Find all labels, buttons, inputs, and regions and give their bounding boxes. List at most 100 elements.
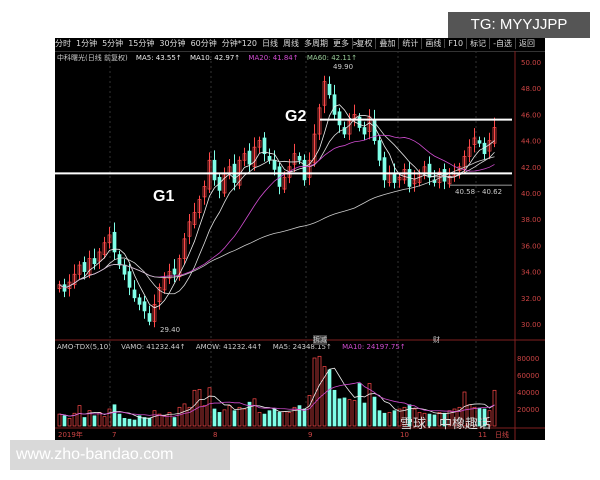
candle-body [147,313,152,322]
price-tick: 46.00 [521,111,541,119]
candle-body [167,271,172,279]
volume-bar [302,408,307,427]
candle-body [347,120,352,135]
candle-body [492,127,497,144]
price-tick: 30.00 [521,321,541,329]
price-info: 中科曙光(日线 前复权) MA5: 43.55↑ MA10: 42.97↑ MA… [57,53,363,63]
volume-bar [97,412,102,427]
volume-bar [317,355,322,427]
volume-bar [462,391,467,427]
candle-body [97,251,102,262]
price-tick: 36.00 [521,242,541,250]
candle-body [412,179,417,185]
toolbar-right-7[interactable]: 返回 [515,38,538,49]
candle-body [187,221,192,237]
volume-bar [297,405,302,427]
volume-bar [252,398,257,427]
volume-bar [367,383,372,427]
candle-body [392,173,397,183]
volume-bar [167,412,172,427]
candle-body [467,146,472,157]
toolbar-right-1[interactable]: 叠加 [375,38,398,49]
toolbar-right-0[interactable]: 复权 [352,38,375,49]
toolbar-left-8[interactable]: 周线 [283,39,300,48]
toolbar-left-2[interactable]: 5分钟 [102,39,124,48]
toolbar-left-5[interactable]: 60分钟 [190,39,217,48]
volume-bar [262,413,267,427]
candle-body [112,231,117,253]
candle-body [102,242,107,255]
candle-body [377,140,382,161]
volume-bar [277,412,282,427]
price-tick: 34.00 [521,269,541,277]
candle-body [142,301,147,312]
vol-ma5-label: MA5: 24348.15↑ [272,343,332,351]
candle-body [77,264,82,275]
volume-bar [412,408,417,427]
volume-bar [62,415,67,427]
volume-bar [147,418,152,427]
volume-bar [132,419,137,427]
volume-bar [187,406,192,427]
volume-bar [457,406,462,427]
candle-body [357,116,362,128]
g1-label: G1 [153,188,175,205]
volume-info: AMO-TDX(5,10) VAMO: 41232.44↑ AMOW: 4123… [57,343,414,351]
candle-body [337,111,342,126]
volume-bar [152,410,157,427]
candle-body [107,234,112,244]
volume-bar [267,410,272,427]
time-tick: 8 [213,431,217,439]
toolbar-right-5[interactable]: 标记 [466,38,489,49]
candle-body [137,297,142,305]
candle-body [182,238,187,259]
high-annotation: 49.90 [333,63,354,71]
toolbar-right-2[interactable]: 统计 [398,38,421,49]
ma60-label: MA60: 42.11↑ [306,54,358,62]
volume-tick: 20000 [517,406,539,414]
candle-body [202,186,207,198]
candle-body [297,155,302,161]
volume-bar [287,412,292,427]
toolbar-right-6[interactable]: -自选 [489,38,515,49]
toolbar-left-9[interactable]: 多周期 [304,39,329,48]
volume-bar [137,415,142,427]
candle-body [312,133,317,164]
volume-bar [447,410,452,427]
toolbar-left-6[interactable]: 分钟*120 [221,39,258,48]
toolbar-left-1[interactable]: 1分钟 [76,39,98,48]
toolbar-right-4[interactable]: F10 [444,39,466,48]
toolbar-left-3[interactable]: 15分钟 [128,39,155,48]
volume-bar [487,410,492,427]
candle-body [152,304,157,322]
candle-body [472,137,477,145]
toolbar-left-4[interactable]: 30分钟 [159,39,186,48]
ma5-label: MA5: 43.55↑ [135,54,182,62]
volume-bar [127,418,132,427]
volume-bar [492,389,497,427]
volume-bar [362,402,367,427]
candle-body [477,140,482,144]
volume-bar [312,357,317,427]
ma20-label: MA20: 41.84↑ [248,54,299,62]
volume-bar [452,408,457,427]
volume-bar [82,417,87,427]
xueqiu-watermark: 雪球：中橡趣话 [400,417,492,432]
vol-indicator-name: AMO-TDX(5,10) [57,343,111,351]
toolbar-left-0[interactable]: 分时 [55,39,71,48]
candle-body [307,159,312,178]
price-tick: 44.00 [521,138,541,146]
volume-bar [92,415,97,427]
candle-body [207,159,212,190]
volume-bar [202,405,207,427]
toolbar-left-10[interactable]: 更多 > [333,39,359,48]
price-tick: 48.00 [521,85,541,93]
candle-body [212,159,217,181]
candle-body [402,169,407,181]
ma5-line [59,104,495,309]
toolbar-left-7[interactable]: 日线 [262,39,279,48]
candle-body [157,286,162,303]
toolbar-right-3[interactable]: 画线 [421,38,444,49]
volume-tick: 40000 [517,389,539,397]
volume-bar [402,406,407,427]
